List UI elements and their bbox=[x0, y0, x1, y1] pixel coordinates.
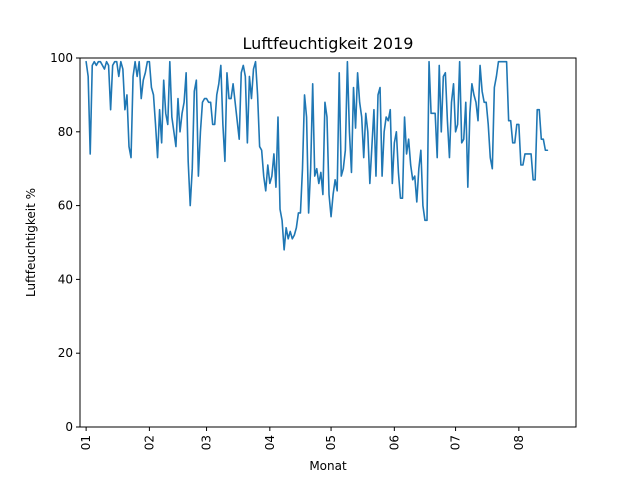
y-tick-label: 40 bbox=[58, 272, 73, 286]
plot-area bbox=[85, 60, 549, 251]
x-tick-label: 07 bbox=[449, 435, 463, 450]
x-tick-label: 04 bbox=[263, 435, 277, 450]
x-axis-label: Monat bbox=[309, 459, 347, 473]
y-tick-label: 0 bbox=[65, 420, 73, 434]
x-tick-label: 08 bbox=[512, 435, 526, 450]
y-axis: 0 20 40 60 80 100 bbox=[50, 51, 80, 434]
x-tick-label: 01 bbox=[79, 435, 93, 450]
x-tick-label: 03 bbox=[200, 435, 214, 450]
y-tick-label: 100 bbox=[50, 51, 73, 65]
x-axis: 01 02 03 04 05 06 07 08 bbox=[79, 427, 526, 450]
chart-title: Luftfeuchtigkeit 2019 bbox=[243, 34, 414, 53]
x-tick-label: 02 bbox=[142, 435, 156, 450]
x-tick-label: 05 bbox=[324, 435, 338, 450]
humidity-series-line bbox=[85, 60, 549, 251]
y-tick-label: 80 bbox=[58, 125, 73, 139]
x-tick-label: 06 bbox=[387, 435, 401, 450]
y-tick-label: 20 bbox=[58, 346, 73, 360]
y-tick-label: 60 bbox=[58, 199, 73, 213]
y-axis-label: Luftfeuchtigkeit % bbox=[24, 188, 38, 297]
plot-frame bbox=[79, 57, 577, 428]
